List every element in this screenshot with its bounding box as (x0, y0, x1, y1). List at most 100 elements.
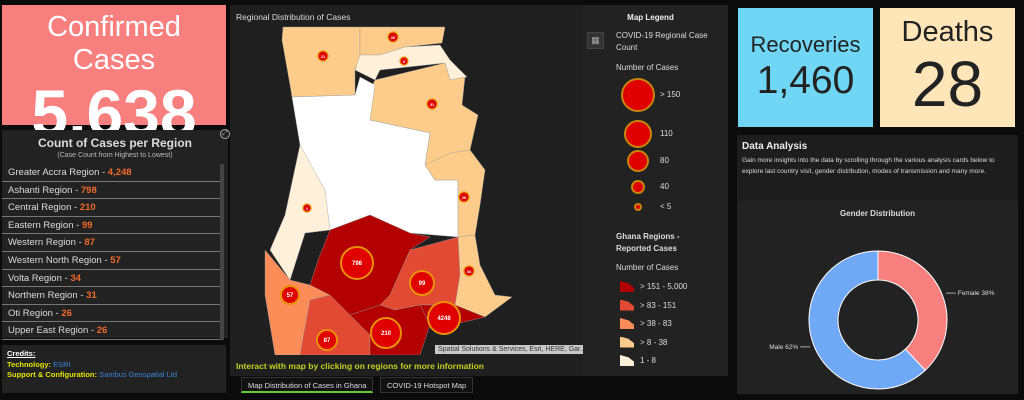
esri-link[interactable]: ESRI (53, 359, 71, 369)
tech-label: Technology: (7, 359, 54, 369)
recoveries-card: Recoveries 1,460 (738, 8, 873, 127)
legend-num-cases: Number of Cases (616, 63, 679, 72)
legend-class-label: > 38 - 83 (640, 319, 672, 328)
region-name: Western Region - (8, 237, 85, 249)
region-list-item[interactable]: Oti Region - 26 (2, 305, 220, 323)
region-list-item[interactable]: Northern Region - 31 (2, 287, 220, 305)
legend-class-swatch (620, 336, 634, 348)
region-name: Eastern Region - (8, 219, 82, 231)
legend-size-label: 110 (660, 129, 673, 138)
legend-size-symbol (624, 120, 652, 148)
region-list-item[interactable]: Eastern Region - 99 (2, 217, 220, 235)
bubble-label: 99 (419, 281, 426, 287)
legend-num-cases-2: Number of Cases (616, 263, 679, 272)
region-name: Northern Region - (8, 290, 87, 302)
case-bubble[interactable] (426, 98, 438, 110)
sambus-link[interactable]: Sambus Geospatial Ltd (99, 370, 178, 379)
region-list-item[interactable]: Greater Accra Region - 4,248 (2, 164, 220, 182)
gender-chart-title: Gender Distribution (839, 209, 916, 218)
map-hint: Interact with map by clicking on regions… (236, 361, 484, 371)
legend-class-label: > 83 - 151 (640, 300, 677, 310)
expand-icon[interactable]: ⤢ (220, 129, 230, 139)
region-count: 34 (70, 272, 81, 284)
legend-size-symbol (621, 78, 655, 112)
deaths-label: Deaths (901, 16, 994, 48)
region-oti (424, 149, 486, 238)
credits-panel: Credits: Technology: ESRI Support & Conf… (2, 345, 226, 393)
case-bubble[interactable] (399, 56, 409, 66)
bubble-label: 1 (306, 206, 309, 211)
region-name: Upper East Region - (8, 325, 97, 337)
bubble-label: 26 (391, 35, 396, 40)
region-list[interactable]: Greater Accra Region - 4,248 Ashanti Regi… (2, 164, 224, 340)
legend-layer2-title: Ghana Regions - Reported Cases (616, 232, 680, 253)
bubble-label: 87 (324, 338, 331, 344)
tab-hotspot-map[interactable]: COVID-19 Hotspot Map (380, 377, 474, 393)
region-count: 798 (80, 184, 97, 196)
bubble-label: 798 (352, 261, 363, 267)
case-bubble[interactable] (317, 50, 329, 62)
legend-class-swatch (620, 318, 634, 329)
support-label: Support & Configuration: (7, 370, 100, 379)
bubble-label: 21 (321, 54, 326, 59)
bubble-label: 4248 (437, 316, 451, 322)
recoveries-label: Recoveries (750, 32, 861, 57)
donut-slice-male[interactable] (808, 250, 926, 390)
region-count: 210 (79, 202, 96, 214)
region-volta (454, 234, 513, 318)
case-bubble[interactable] (458, 191, 470, 203)
legend-size-label: < 5 (660, 202, 672, 211)
confirmed-label: Confirmed Cases (47, 11, 181, 76)
case-bubble[interactable] (463, 265, 475, 277)
recoveries-value: 1,460 (756, 59, 855, 102)
region-list-item[interactable]: Western North Region - 57 (2, 252, 220, 270)
legend-class-swatch (620, 355, 634, 366)
case-bubble[interactable] (316, 329, 338, 351)
region-count: 26 (96, 325, 108, 337)
region-upper-west (281, 26, 361, 98)
donut-label: Female 38% (958, 290, 995, 297)
legend-class-label: > 151 - 5,000 (640, 282, 688, 291)
ghana-map[interactable]: 21 26 2 31 26 1 34 57 798 99 4248 210 87 (230, 5, 583, 355)
tab-map-distribution[interactable]: Map Distribution of Cases in Ghana (241, 377, 374, 393)
legend-layer-icon[interactable]: ▦ (587, 32, 604, 49)
case-bubble[interactable] (387, 31, 399, 43)
bubble-label: 34 (467, 269, 472, 274)
gender-distribution-card: Gender Distribution Female 38% Male 62% (737, 201, 1018, 394)
gender-donut-chart[interactable]: Female 38% Male 62% (737, 221, 1018, 394)
region-list-item[interactable]: Western Region - 87 (2, 234, 220, 252)
case-bubble[interactable] (427, 301, 461, 335)
deaths-value: 28 (911, 48, 984, 120)
case-bubble[interactable] (280, 285, 300, 305)
case-bubble[interactable] (370, 317, 402, 349)
legend-size-symbol (634, 203, 642, 211)
analysis-title: Data Analysis (742, 141, 808, 152)
region-list-item[interactable]: Volta Region - 34 (2, 270, 220, 288)
legend-title: Map Legend (627, 13, 674, 22)
region-count: 57 (110, 254, 121, 266)
case-bubble[interactable] (340, 246, 374, 280)
region-count: 99 (81, 219, 93, 231)
case-bubble[interactable] (409, 270, 435, 296)
region-list-item[interactable]: Ashanti Region - 798 (2, 182, 220, 200)
region-name: Ashanti Region - (8, 184, 81, 196)
data-analysis-panel: Data Analysis Gain more insights into th… (737, 135, 1018, 394)
regions-title: Count of Cases per Region (37, 136, 192, 150)
region-list-item[interactable]: Upper East Region - 26 (2, 322, 220, 340)
bubble-label: 31 (430, 102, 435, 107)
region-name: Western North Region - (8, 254, 111, 266)
case-bubble[interactable] (302, 203, 312, 213)
map-legend: Map Legend ▦ COVID-19 Regional Case Coun… (583, 5, 728, 376)
legend-class-label: 1 - 8 (640, 356, 657, 365)
legend-class-swatch (620, 281, 634, 292)
legend-size-label: 40 (660, 182, 669, 191)
donut-slice-female[interactable] (877, 250, 948, 372)
map-title: Regional Distribution of Cases (236, 12, 351, 22)
donut-label: Male 62% (769, 344, 798, 351)
confirmed-cases-card: Confirmed Cases 5,638 (2, 5, 226, 149)
bubble-label: 26 (462, 195, 467, 200)
deaths-card: Deaths 28 (880, 8, 1015, 127)
region-list-item[interactable]: Central Region - 210 (2, 199, 220, 217)
map-attribution: Spatial Solutions & Services, Esri, HERE… (435, 345, 589, 354)
cases-per-region-panel: ⤢ Count of Cases per Region (Case Count … (2, 129, 230, 340)
